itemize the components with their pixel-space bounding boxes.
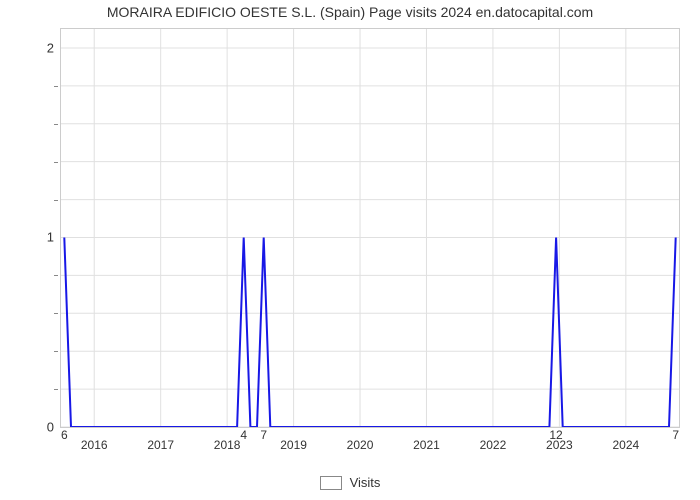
xtick-value-label: 4 <box>240 428 247 442</box>
ytick-minor-dash <box>54 351 58 352</box>
xtick-year-label: 2020 <box>347 438 374 452</box>
chart-svg <box>61 29 679 427</box>
xtick-year-label: 2016 <box>81 438 108 452</box>
ytick-minor-dash <box>54 200 58 201</box>
ytick-minor-dash <box>54 86 58 87</box>
xtick-year-label: 2024 <box>612 438 639 452</box>
chart-container: MORAIRA EDIFICIO OESTE S.L. (Spain) Page… <box>0 0 700 500</box>
xtick-value-label: 7 <box>260 428 267 442</box>
xtick-year-label: 2021 <box>413 438 440 452</box>
ytick-label: 1 <box>24 230 54 245</box>
legend-label: Visits <box>350 475 381 490</box>
xtick-year-label: 2022 <box>480 438 507 452</box>
ytick-minor-dash <box>54 124 58 125</box>
xtick-year-label: 2019 <box>280 438 307 452</box>
ytick-minor-dash <box>54 313 58 314</box>
ytick-label: 0 <box>24 420 54 435</box>
ytick-minor-dash <box>54 389 58 390</box>
plot-area <box>60 28 680 428</box>
xtick-year-label: 2018 <box>214 438 241 452</box>
xtick-value-label: 12 <box>549 428 562 442</box>
ytick-label: 2 <box>24 40 54 55</box>
ytick-minor-dash <box>54 162 58 163</box>
chart-title: MORAIRA EDIFICIO OESTE S.L. (Spain) Page… <box>0 4 700 20</box>
ytick-minor-dash <box>54 275 58 276</box>
xtick-value-label: 6 <box>61 428 68 442</box>
legend: Visits <box>0 475 700 490</box>
legend-swatch <box>320 476 342 490</box>
gridlines <box>61 29 679 427</box>
xtick-value-label: 7 <box>672 428 679 442</box>
xtick-year-label: 2017 <box>147 438 174 452</box>
series-line <box>64 238 675 428</box>
